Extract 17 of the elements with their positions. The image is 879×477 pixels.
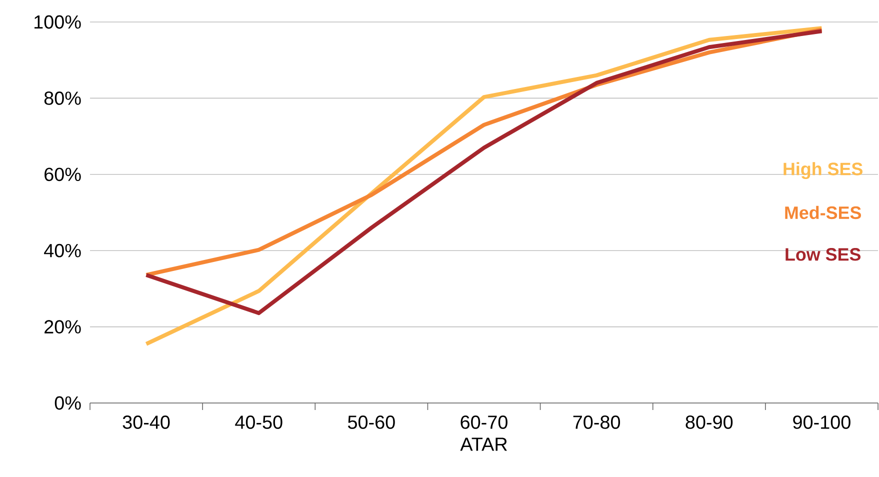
y-tick-label: 0%: [54, 396, 81, 410]
y-tick-label: 60%: [44, 168, 81, 182]
x-tick-label: 90-100: [793, 416, 850, 429]
x-tick-label: 40-50: [235, 416, 282, 429]
x-axis-title: ATAR: [460, 438, 507, 451]
text: Low SES: [786, 248, 860, 261]
x-tick-label: 80-90: [686, 416, 733, 429]
x-tick-label: 70-80: [573, 416, 620, 429]
x-tick-label: 50-60: [348, 416, 395, 429]
text: High SES: [784, 162, 862, 179]
y-tick-label: 40%: [44, 244, 81, 258]
y-tick-label: 20%: [44, 320, 81, 334]
y-tick-label: 100%: [34, 15, 81, 29]
x-tick-label: 30-40: [122, 416, 170, 429]
text: Med-SES: [785, 206, 862, 220]
y-tick-label: 80%: [44, 91, 81, 105]
x-tick-label: 60-70: [460, 416, 508, 429]
